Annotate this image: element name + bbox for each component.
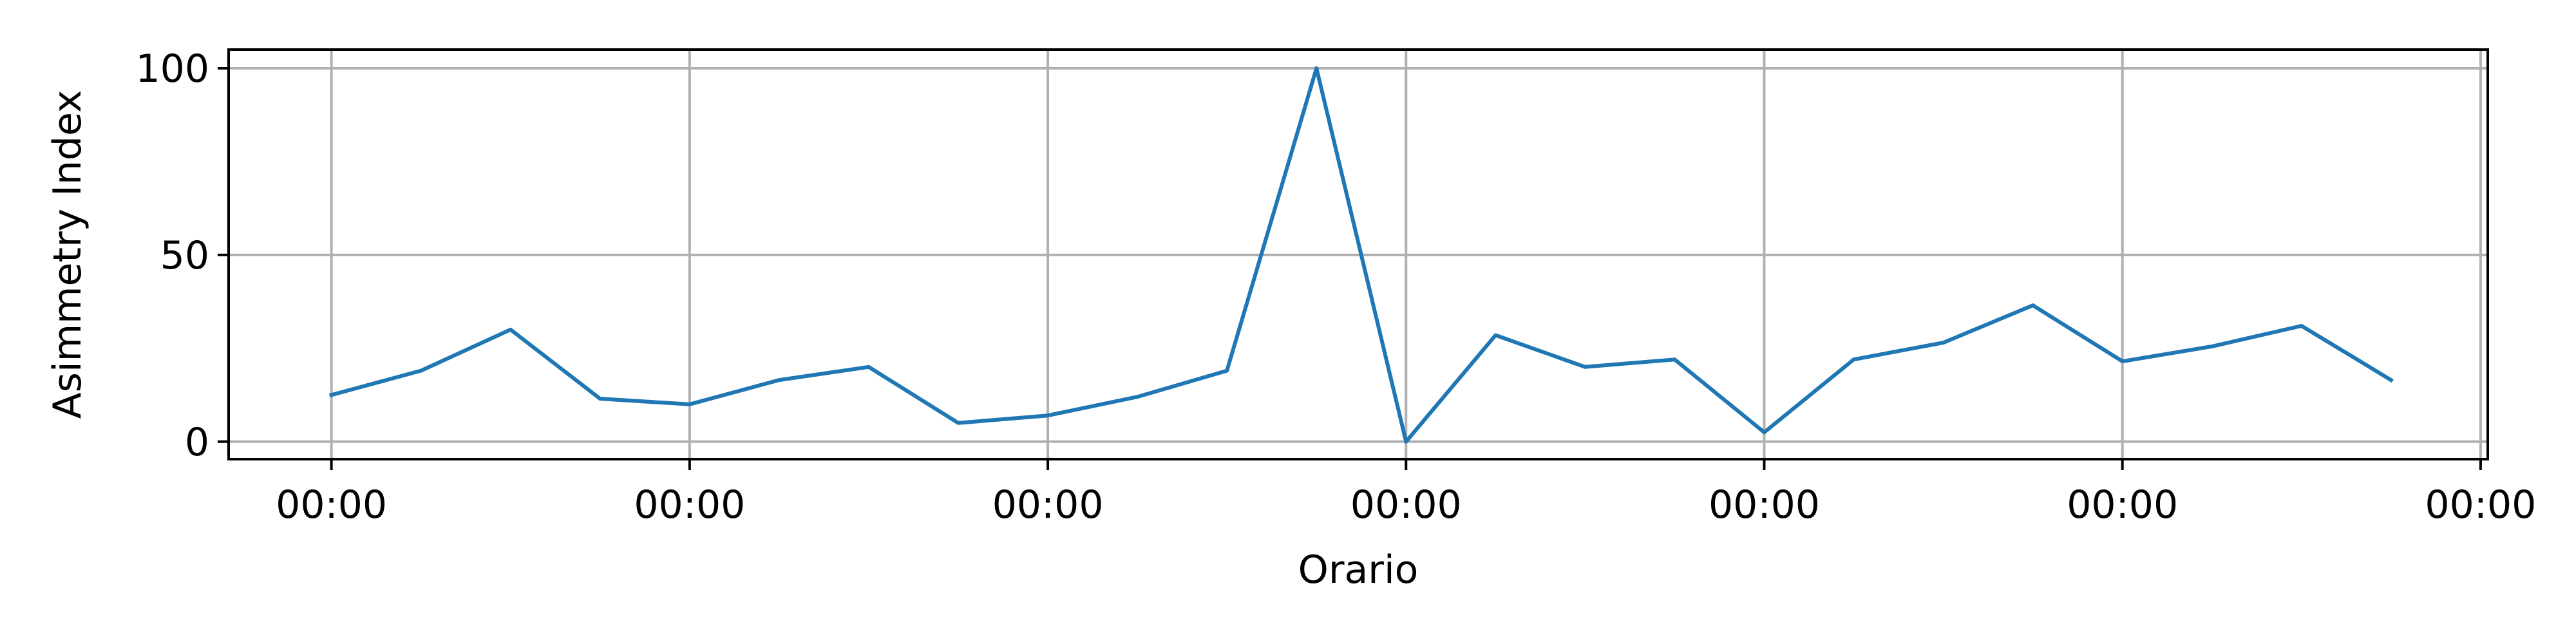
y-tick-label: 50 xyxy=(160,233,209,278)
series-layer xyxy=(328,66,2394,444)
x-tick-label: 00:00 xyxy=(2067,482,2178,527)
x-tick-label: 00:00 xyxy=(1350,482,1462,527)
x-axis-label: Orario xyxy=(1298,547,1419,592)
y-tick-label: 100 xyxy=(135,46,209,91)
x-tick-label: 00:00 xyxy=(2425,482,2536,527)
x-tick-label: 00:00 xyxy=(276,482,387,527)
axis-ticks: 00:00 00:00 00:00 00:00 00:00 00:00 00:00 0 50 10… xyxy=(135,46,2536,527)
x-tick-label: 00:00 xyxy=(634,482,745,527)
series-line xyxy=(328,66,2394,444)
y-axis-label: Asimmetry Index xyxy=(45,90,90,419)
x-tick-label: 00:00 xyxy=(992,482,1104,527)
x-tick-label: 00:00 xyxy=(1709,482,1820,527)
plot-frame xyxy=(227,48,2489,460)
y-tick-label: 0 xyxy=(185,420,209,465)
grid xyxy=(229,50,2488,459)
